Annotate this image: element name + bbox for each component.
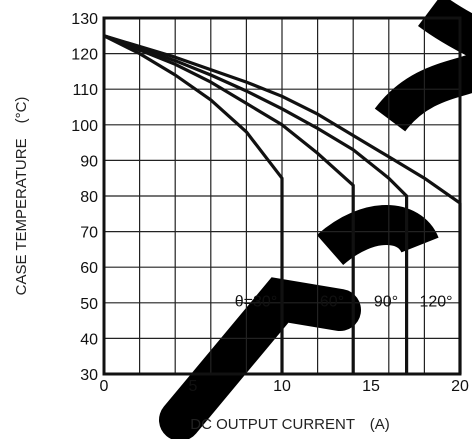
y-tick-label: 80 [80, 189, 98, 206]
x-tick-label: 10 [273, 378, 291, 395]
y-tick-labels: 30 40 50 60 70 80 90 100 110 120 130 [71, 11, 98, 384]
x-tick-labels: 0 5 10 15 20 [100, 378, 469, 395]
y-tick-label: 60 [80, 260, 98, 277]
y-tick-label: 110 [72, 82, 98, 99]
y-tick-label: 30 [80, 367, 98, 384]
y-tick-label: 40 [80, 331, 98, 348]
series-annotation: 90° [374, 293, 398, 310]
y-axis-title: CASE TEMPERATURE (°C) [13, 97, 30, 296]
series-line [103, 34, 462, 374]
x-axis-title: DC OUTPUT CURRENT (A) [190, 416, 389, 433]
series-annotation: θ=30° [235, 293, 277, 310]
y-tick-label: 70 [80, 225, 98, 242]
x-tick-label: 20 [451, 378, 469, 395]
series-line [103, 34, 355, 374]
series-line [103, 34, 284, 374]
watermark-stroke [159, 0, 472, 439]
y-tick-label: 100 [71, 118, 98, 135]
y-tick-label: 130 [71, 11, 98, 28]
series-group [103, 34, 462, 374]
series-labels: θ=30° 60° 90° 120° [235, 293, 453, 310]
x-tick-label: 5 [189, 378, 198, 395]
y-tick-label: 50 [80, 296, 98, 313]
series-annotation: 120° [419, 293, 452, 310]
x-tick-label: 0 [100, 378, 109, 395]
y-tick-label: 90 [80, 153, 98, 170]
y-tick-label: 120 [71, 47, 98, 64]
series-line [103, 34, 409, 374]
series-annotation: 60° [320, 293, 344, 310]
x-tick-label: 15 [362, 378, 380, 395]
